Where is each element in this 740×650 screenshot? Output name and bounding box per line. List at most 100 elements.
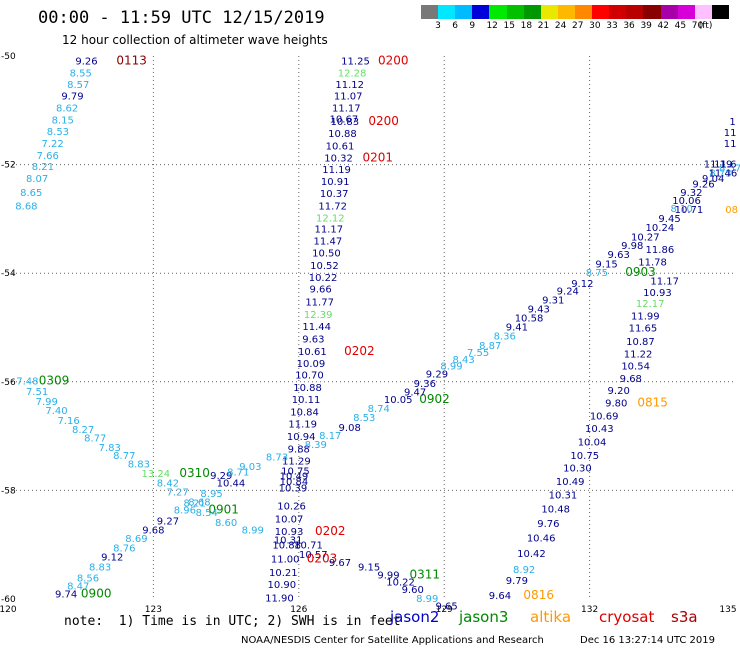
pass-time-label: 0309 [39, 374, 70, 388]
wave-height-label: 10.57 [299, 550, 328, 561]
wave-height-label: 10.37 [320, 189, 349, 200]
wave-height-label: 10.26 [277, 502, 306, 513]
legend-tick-label: 27 [572, 21, 584, 31]
wave-height-label: 10.58 [515, 314, 544, 325]
wave-height-label: 10.71 [675, 205, 704, 216]
wave-height-label: 9.79 [506, 576, 528, 587]
y-tick-label: -54 [1, 269, 16, 279]
wave-height-label: 10.32 [324, 154, 353, 165]
legend-tick-label: 21 [537, 21, 550, 31]
x-tick-label: 132 [581, 605, 598, 615]
x-tick-label: 123 [145, 605, 162, 615]
legend-swatch [677, 5, 695, 19]
wave-height-label: 10.06 [672, 196, 701, 207]
wave-height-label: 8.15 [52, 116, 74, 127]
wave-height-label: 11.46 [709, 169, 738, 180]
color-scale-labels: 3 6 9 12 15 18 21 24 27 30 33 36 39 42 45 70 (ft) [421, 21, 740, 33]
legend-s3a: s3a [671, 608, 698, 626]
wave-height-label: 8.53 [47, 127, 69, 138]
wave-height-label: 8.87 [479, 341, 501, 352]
wave-height-label: 10.61 [298, 347, 327, 358]
wave-height-label: 10.11 [292, 395, 321, 406]
wave-height-label: 9.24 [557, 287, 579, 298]
wave-height-label: 8.42 [157, 478, 179, 489]
legend-tick-label: 9 [469, 21, 476, 31]
wave-height-label: 7.83 [99, 443, 121, 454]
wave-height-label: 8.71 [227, 467, 249, 478]
wave-height-label: 9.79 [61, 92, 83, 103]
wave-height-label: 11.19 [704, 160, 733, 171]
wave-height-label: 10.88 [328, 129, 357, 140]
legend-swatch [489, 5, 507, 19]
wave-height-label: 7.66 [37, 151, 59, 162]
wave-height-label: 12.12 [316, 213, 345, 224]
footer-timestamp: Dec 16 13:27:14 UTC 2019 [580, 635, 715, 646]
wave-height-label: 9.68 [620, 374, 642, 385]
wave-height-label: 8.95 [200, 489, 222, 500]
wave-height-label: 10.88 [293, 383, 322, 394]
wave-height-label: 8.39 [305, 440, 327, 451]
wave-height-label: 10.48 [541, 504, 570, 515]
wave-height-label: 8.57 [719, 163, 740, 174]
wave-height-label: 9.64 [489, 591, 511, 602]
x-tick-label: 126 [290, 605, 307, 615]
wave-height-label: 9.76 [537, 519, 559, 530]
wave-height-label: 9.29 [210, 471, 232, 482]
pass-time-label: 0901 [208, 502, 239, 516]
wave-height-label: 10.88 [272, 541, 301, 552]
legend-tick-label: 39 [640, 21, 652, 31]
wave-height-label: 8.68 [188, 497, 210, 508]
color-scale-legend [421, 5, 729, 19]
wave-height-label: 11.6 [714, 160, 736, 171]
pass-time-label: 0202 [315, 524, 346, 538]
legend-tick-label: 70 [691, 21, 704, 31]
wave-height-label: 9.47 [404, 388, 426, 399]
wave-height-label: 8.60 [215, 518, 237, 529]
legend-tick-label: 3 [435, 21, 441, 31]
wave-height-label: 7.48 [16, 377, 38, 388]
legend-swatch [660, 5, 678, 19]
legend-tick-label: 36 [623, 21, 635, 31]
wave-height-label: 10.90 [268, 580, 297, 591]
wave-height-label: 10.49 [280, 472, 309, 483]
wave-height-label: 10.87 [626, 337, 655, 348]
wave-height-label: 8.73 [709, 169, 731, 180]
wave-height-label: 10.52 [310, 261, 339, 272]
wave-height-label: 11 [724, 139, 737, 150]
wave-height-label: 08 [725, 205, 738, 216]
wave-height-label: 7.16 [57, 416, 79, 427]
wave-height-label: 9.60 [402, 585, 424, 596]
wave-height-label: 7.99 [36, 397, 58, 408]
pass-time-label: 0200 [368, 114, 399, 128]
y-tick-label: -56 [1, 378, 16, 388]
wave-height-label: 9.12 [101, 553, 123, 564]
pass-time-label: 0311 [410, 568, 441, 582]
wave-height-label: 11.65 [629, 324, 658, 335]
wave-height-label: 9.26 [75, 56, 97, 67]
wave-height-label: 8.99 [416, 594, 438, 605]
wave-height-label: 10.39 [279, 484, 308, 495]
legend-swatch [694, 5, 712, 19]
y-tick-label: -58 [1, 486, 16, 496]
wave-height-label: 8.75 [586, 268, 608, 279]
wave-height-label: 10.67 [330, 114, 359, 125]
wave-height-label: 8.56 [77, 573, 99, 584]
wave-height-label: 10.70 [295, 371, 324, 382]
wave-height-label: 9.65 [435, 602, 457, 613]
legend-tick-label: 12 [486, 21, 498, 31]
wave-height-label: 11.47 [314, 237, 343, 248]
wave-height-label: 8.57 [67, 80, 89, 91]
wave-height-label: 11.22 [624, 350, 653, 361]
wave-height-label: 8.62 [56, 104, 78, 115]
wave-height-label: 8.21 [32, 162, 54, 173]
wave-height-label: 9.68 [142, 525, 164, 536]
wave-height-label: 9.03 [239, 462, 261, 473]
wave-height-label: 11.19 [288, 420, 317, 431]
wave-height-label: 12.17 [636, 299, 665, 310]
legend-swatch [455, 5, 473, 19]
legend-swatch [540, 5, 558, 19]
x-tick-label: 120 [0, 605, 17, 615]
wave-height-label: 10.93 [275, 527, 304, 538]
wave-height-label: 9.26 [692, 180, 714, 191]
wave-height-label: 8.69 [125, 534, 147, 545]
